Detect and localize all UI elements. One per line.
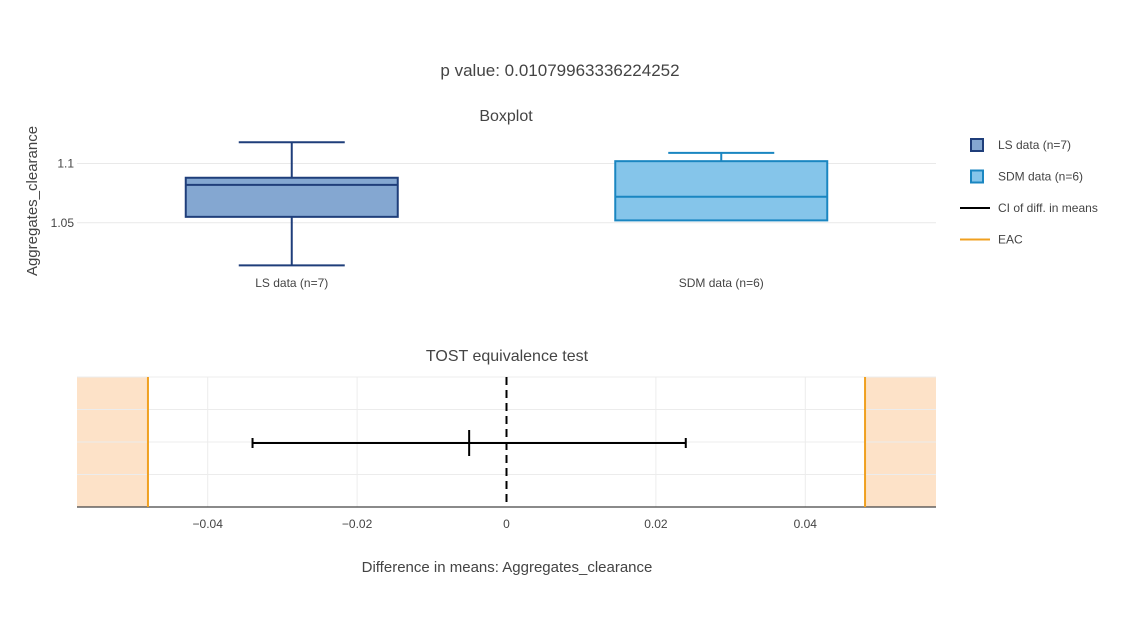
box-ls <box>184 141 399 267</box>
legend-label: SDM data (n=6) <box>998 170 1083 184</box>
boxplot-y-axis-title: Aggregates_clearance <box>24 126 41 276</box>
box-sdm <box>614 151 829 222</box>
boxplot-x-tick-label: SDM data (n=6) <box>679 276 764 290</box>
legend-label: LS data (n=7) <box>998 138 1071 152</box>
boxplot-x-tick-label: LS data (n=7) <box>255 276 328 290</box>
tost-panel: TOST equivalence test −0.04 −0.02 0 0.02 0.0… <box>77 348 936 576</box>
legend: LS data (n=7) SDM data (n=6) CI of diff. i… <box>960 138 1098 247</box>
tost-x-tick-label: 0.02 <box>644 517 668 531</box>
legend-item: LS data (n=7) <box>970 138 1071 152</box>
tost-marks <box>77 377 936 508</box>
figure-title: p value: 0.01079963336224252 <box>440 61 679 80</box>
tost-x-axis-title: Difference in means: Aggregates_clearanc… <box>362 559 653 576</box>
tost-x-ticks: −0.04 −0.02 0 0.02 0.04 <box>193 517 818 531</box>
tost-x-tick-label: 0 <box>503 517 510 531</box>
boxplot-x-ticks: LS data (n=7) SDM data (n=6) <box>255 276 764 290</box>
tost-x-tick-label: −0.02 <box>342 517 373 531</box>
boxplot-panel: Boxplot Aggregates_clearance 1.05 1.1 LS … <box>24 108 936 290</box>
boxplot-title: Boxplot <box>479 108 533 125</box>
box-iqr <box>184 176 399 218</box>
boxplot-marks <box>184 141 829 267</box>
tost-x-tick-label: −0.04 <box>193 517 224 531</box>
legend-label: EAC <box>998 233 1023 247</box>
legend-item: SDM data (n=6) <box>970 169 1083 184</box>
legend-item: CI of diff. in means <box>960 201 1098 215</box>
legend-swatch <box>970 138 984 152</box>
boxplot-y-tick-label: 1.05 <box>51 216 75 230</box>
boxplot-y-tick-label: 1.1 <box>57 157 74 171</box>
boxplot-y-ticks: 1.05 1.1 <box>51 157 75 230</box>
legend-swatch <box>970 169 984 184</box>
legend-label: CI of diff. in means <box>998 201 1098 215</box>
tost-title: TOST equivalence test <box>426 348 589 365</box>
box-iqr <box>614 160 829 222</box>
tost-x-tick-label: 0.04 <box>794 517 818 531</box>
legend-item: EAC <box>960 233 1023 247</box>
